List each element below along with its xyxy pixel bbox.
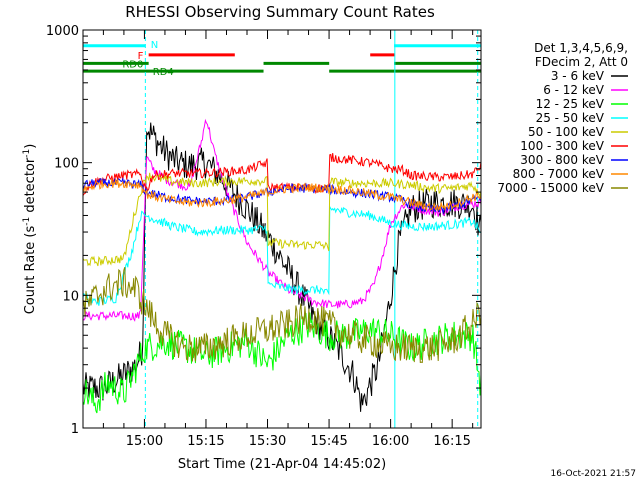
legend-label: 3 - 6 keV: [551, 69, 605, 83]
legend-label: 800 - 7000 keV: [513, 167, 605, 181]
legend-header-line-1: Det 1,3,4,5,6,9,: [534, 41, 628, 55]
legend: Det 1,3,4,5,6,9, FDecim 2, Att 0 3 - 6 k…: [497, 41, 628, 195]
legend-label: 12 - 25 keV: [536, 97, 605, 111]
legend-label: 300 - 800 keV: [520, 153, 604, 167]
x-tick-label: 16:00: [372, 434, 409, 449]
series-line-1: [83, 118, 481, 322]
y-axis: 1000 100 10 1: [46, 24, 481, 437]
legend-header-line-2: FDecim 2, Att 0: [535, 55, 628, 69]
y-tick-label: 100: [54, 157, 79, 172]
series-lines: [83, 118, 481, 414]
series-line-5: [83, 153, 481, 196]
series-line-0: [83, 122, 481, 412]
y-axis-label: Count Rate (s-1 detector-1): [22, 144, 38, 315]
series-line-8: [83, 266, 481, 364]
series-line-3: [83, 204, 481, 306]
state-bars: [83, 44, 481, 73]
state-label-rd0: RD0: [122, 59, 143, 70]
legend-label: 7000 - 15000 keV: [497, 181, 604, 195]
series-line-7: [83, 178, 481, 212]
legend-label: 25 - 50 keV: [536, 111, 605, 125]
chart-title: RHESSI Observing Summary Count Rates: [125, 3, 435, 21]
x-axis-label: Start Time (21-Apr-04 14:45:02): [178, 457, 386, 472]
y-tick-label: 1: [71, 422, 79, 437]
plot-frame: [82, 29, 482, 429]
state-label-n: N: [151, 40, 158, 51]
x-tick-label: 16:15: [433, 434, 470, 449]
legend-label: 100 - 300 keV: [520, 139, 604, 153]
legend-label: 6 - 12 keV: [543, 83, 605, 97]
timestamp: 16-Oct-2021 21:57: [551, 469, 636, 479]
x-tick-label: 15:00: [126, 434, 163, 449]
state-label-rd4: RD4: [153, 67, 174, 78]
y-tick-label: 10: [62, 289, 79, 304]
x-axis: 15:00 15:15 15:30 15:45 16:00 16:15: [102, 30, 474, 449]
state-label-f: F: [138, 51, 144, 62]
y-tick-label: 1000: [46, 24, 79, 39]
x-tick-label: 15:45: [310, 434, 347, 449]
x-tick-label: 15:15: [187, 434, 224, 449]
series-line-4: [83, 172, 481, 267]
x-tick-label: 15:30: [249, 434, 286, 449]
legend-label: 50 - 100 keV: [528, 125, 605, 139]
